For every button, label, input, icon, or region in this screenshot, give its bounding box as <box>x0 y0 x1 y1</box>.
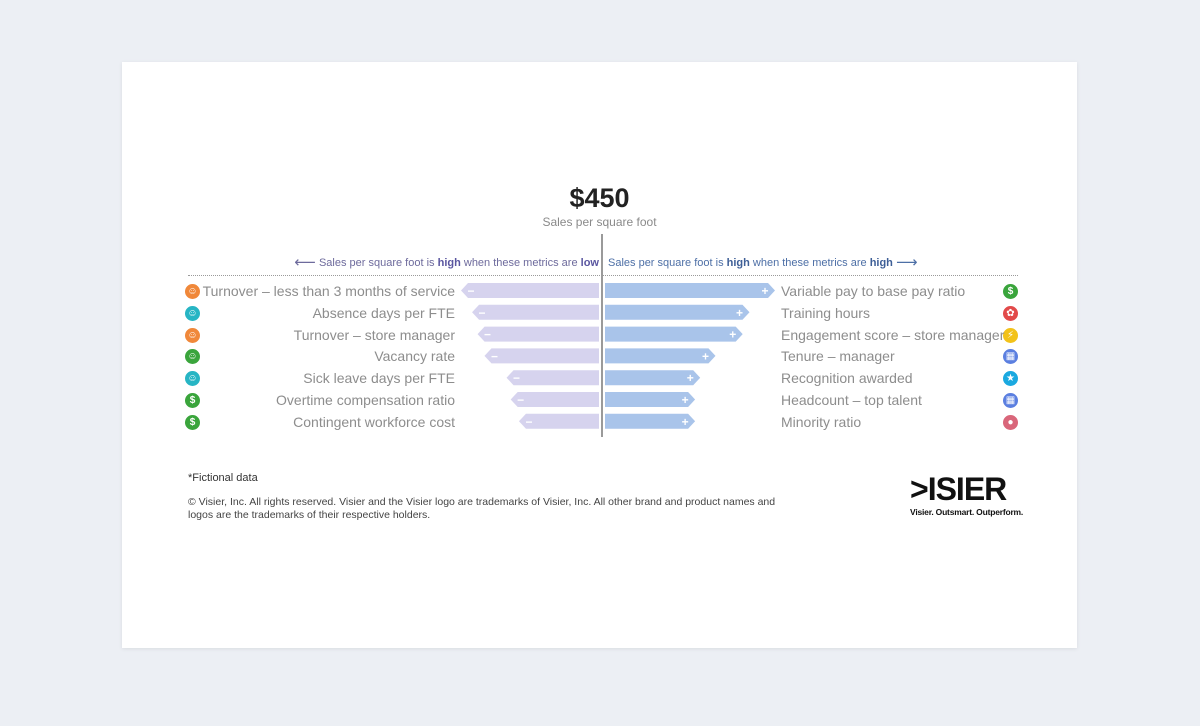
positive-bar-shape <box>605 348 716 364</box>
positive-bar: + <box>605 348 716 364</box>
negative-metric-label: Turnover – store manager <box>293 326 455 343</box>
negative-bar-shape <box>506 370 599 386</box>
positive-bar-shape <box>605 283 775 298</box>
positive-metric-label: Recognition awarded <box>781 370 913 387</box>
positive-metric-label: Minority ratio <box>781 413 862 430</box>
tornado-chart: −−−−−−−+++++++ <box>461 283 775 429</box>
lightning-icon: ⚡ <box>1003 327 1018 343</box>
negative-metric-label: Vacancy rate <box>374 348 455 365</box>
negative-bar: − <box>461 283 599 298</box>
person-icon: ☺ <box>185 327 200 343</box>
footnote: *Fictional data <box>188 472 258 484</box>
left-guide: ⟵ Sales per square foot is high when the… <box>294 252 599 271</box>
logo-tagline: Visier. Outsmart. Outperform. <box>910 507 1024 517</box>
negative-metric-label: Turnover – less than 3 months of service <box>202 283 455 299</box>
person-icon: ☺ <box>185 305 200 321</box>
negative-metric-label: Contingent workforce cost <box>293 413 455 430</box>
negative-bar-sign: − <box>467 284 474 298</box>
positive-bar-sign: + <box>761 284 768 298</box>
negative-bar-sign: − <box>513 371 520 385</box>
dotted-separator <box>188 275 1018 276</box>
positive-metric-label: Tenure – manager <box>781 348 895 365</box>
right-guide: Sales per square foot is high when these… <box>608 252 918 271</box>
right-guide-middle: when these metrics are <box>749 257 870 269</box>
person-icon: ☺ <box>185 371 200 387</box>
negative-bar-shape <box>484 348 599 364</box>
left-guide-prefix: Sales per square foot is <box>318 257 438 269</box>
positive-bar-sign: + <box>682 393 689 407</box>
positive-bar-sign: + <box>736 306 743 320</box>
positive-bar: + <box>605 283 775 298</box>
right-guide-prefix: Sales per square foot is <box>608 257 727 269</box>
positive-metric-label: Headcount – top talent <box>781 392 922 408</box>
positive-bar-shape <box>605 413 696 429</box>
left-guide-bold: high <box>437 257 461 269</box>
positive-bar-sign: + <box>687 371 694 385</box>
negative-bar-sign: − <box>491 349 498 363</box>
copyright-text: © Visier, Inc. All rights reserved. Visi… <box>188 496 776 521</box>
person-icon: ☺ <box>185 284 200 299</box>
negative-bar: − <box>477 326 599 342</box>
dollar-icon: $ <box>185 393 200 408</box>
negative-bar-shape <box>518 413 599 429</box>
negative-bar: − <box>510 392 599 407</box>
positive-bar: + <box>605 370 701 386</box>
positive-metric-label: Training hours <box>781 304 870 321</box>
dollar-icon: $ <box>1003 284 1018 299</box>
negative-bar-sign: − <box>517 393 524 407</box>
negative-bar-sign: − <box>525 415 532 429</box>
negative-bar-shape <box>472 304 599 320</box>
left-arrow-icon: ⟵ <box>294 254 316 271</box>
positive-bar-sign: + <box>702 349 709 363</box>
negative-metric-label: Overtime compensation ratio <box>276 392 455 408</box>
negative-bar: − <box>484 348 599 364</box>
center-axis <box>601 234 603 437</box>
people-icon: ● <box>1003 414 1018 430</box>
positive-bar-shape <box>605 304 750 320</box>
positive-bar: + <box>605 326 743 342</box>
positive-bar-sign: + <box>682 415 689 429</box>
chart-icon: ▦ <box>1003 393 1018 408</box>
positive-bar: + <box>605 413 696 429</box>
negative-bar-sign: − <box>484 328 491 342</box>
visier-logo: >ISIER Visier. Outsmart. Outperform. <box>910 473 1025 517</box>
negative-bar-sign: − <box>479 306 486 320</box>
positive-bar-shape <box>605 326 743 342</box>
negative-bar-shape <box>477 326 599 342</box>
positive-bar: + <box>605 392 696 407</box>
headline-value: $450 <box>569 183 630 213</box>
negative-bar: − <box>518 413 599 429</box>
negative-bar: − <box>506 370 599 386</box>
star-icon: ★ <box>1003 371 1018 387</box>
person-plus-icon: ☺ <box>185 349 200 365</box>
negative-metric-label: Sick leave days per FTE <box>303 370 455 387</box>
left-guide-middle: when these metrics are <box>460 257 581 269</box>
headline-caption: Sales per square foot <box>542 215 657 229</box>
negative-bar: − <box>472 304 599 320</box>
ribbon-icon: ✿ <box>1003 305 1018 321</box>
right-guide-bold: high <box>726 257 750 269</box>
positive-bar-shape <box>605 392 696 407</box>
positive-metric-label: Variable pay to base pay ratio <box>781 283 966 299</box>
positive-bar: + <box>605 304 750 320</box>
positive-metric-label: Engagement score – store manager <box>781 326 1005 343</box>
negative-bar-shape <box>510 392 599 407</box>
positive-bar-sign: + <box>729 328 736 342</box>
negative-bar-shape <box>461 283 599 298</box>
report-card: $450 Sales per square foot ⟵ Sales per s… <box>122 62 1077 648</box>
positive-bar-shape <box>605 370 701 386</box>
left-guide-bold2: low <box>580 257 599 269</box>
logo-wordmark: >ISIER <box>910 471 1007 507</box>
right-guide-bold2: high <box>869 257 893 269</box>
right-arrow-icon: ⟶ <box>895 254 918 271</box>
chart-icon: ▦ <box>1003 349 1018 365</box>
negative-metric-label: Absence days per FTE <box>312 304 455 321</box>
dollar-icon: $ <box>185 414 200 430</box>
